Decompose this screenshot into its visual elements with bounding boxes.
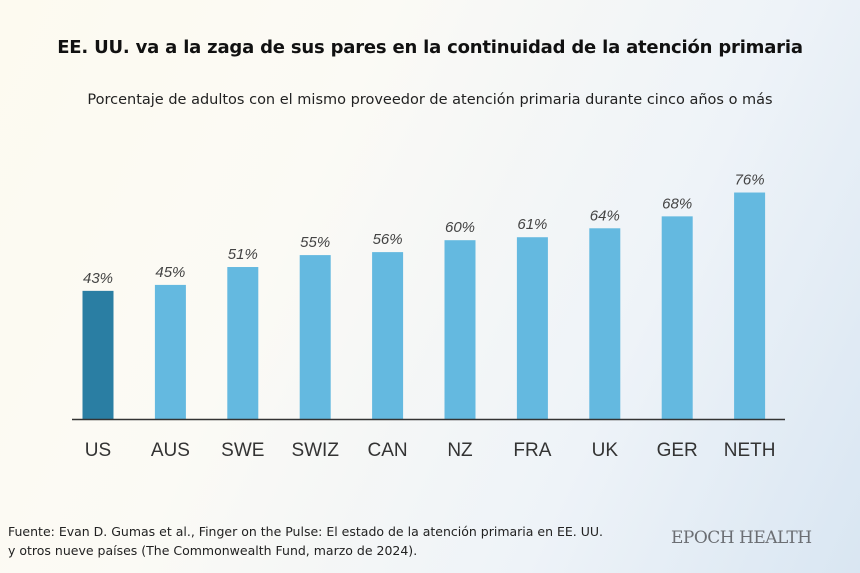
category-label-swe: SWE	[221, 440, 264, 461]
category-label-aus: AUS	[151, 440, 190, 461]
data-label-ger: 68%	[662, 195, 692, 212]
bar-nz	[444, 240, 476, 419]
bar-ger	[661, 216, 693, 419]
data-label-swiz: 55%	[300, 234, 330, 251]
bar-uk	[589, 228, 621, 419]
epoch-health-logo: EPOCH HEALTH	[671, 528, 812, 548]
data-label-nz: 60%	[445, 219, 475, 236]
category-label-ger: GER	[657, 440, 698, 461]
data-label-fra: 61%	[517, 216, 547, 233]
bar-can	[372, 252, 404, 419]
bar-neth	[734, 192, 766, 419]
chart-subtitle: Porcentaje de adultos con el mismo prove…	[87, 92, 773, 108]
category-label-uk: UK	[592, 440, 619, 461]
data-label-neth: 76%	[735, 172, 765, 189]
bar-swiz	[299, 255, 331, 419]
bar-us	[82, 290, 114, 419]
bar-swe	[227, 267, 259, 419]
source-line-1: Fuente: Evan D. Gumas et al., Finger on …	[8, 524, 603, 539]
category-label-nz: NZ	[447, 440, 473, 461]
chart-title: EE. UU. va a la zaga de sus pares en la …	[57, 37, 803, 58]
category-label-swiz: SWIZ	[291, 440, 339, 461]
bar-fra	[516, 237, 548, 419]
data-label-can: 56%	[373, 231, 403, 248]
source-note: Fuente: Evan D. Gumas et al., Finger on …	[8, 522, 603, 560]
data-label-uk: 64%	[590, 207, 620, 224]
category-label-us: US	[85, 440, 111, 461]
data-label-us: 43%	[83, 270, 113, 287]
data-label-aus: 45%	[155, 264, 185, 281]
category-label-fra: FRA	[513, 440, 551, 461]
data-label-swe: 51%	[228, 246, 258, 263]
category-label-neth: NETH	[724, 440, 776, 461]
bar-aus	[154, 284, 186, 419]
source-line-2: y otros nueve países (The Commonwealth F…	[8, 543, 418, 558]
category-label-can: CAN	[368, 440, 408, 461]
